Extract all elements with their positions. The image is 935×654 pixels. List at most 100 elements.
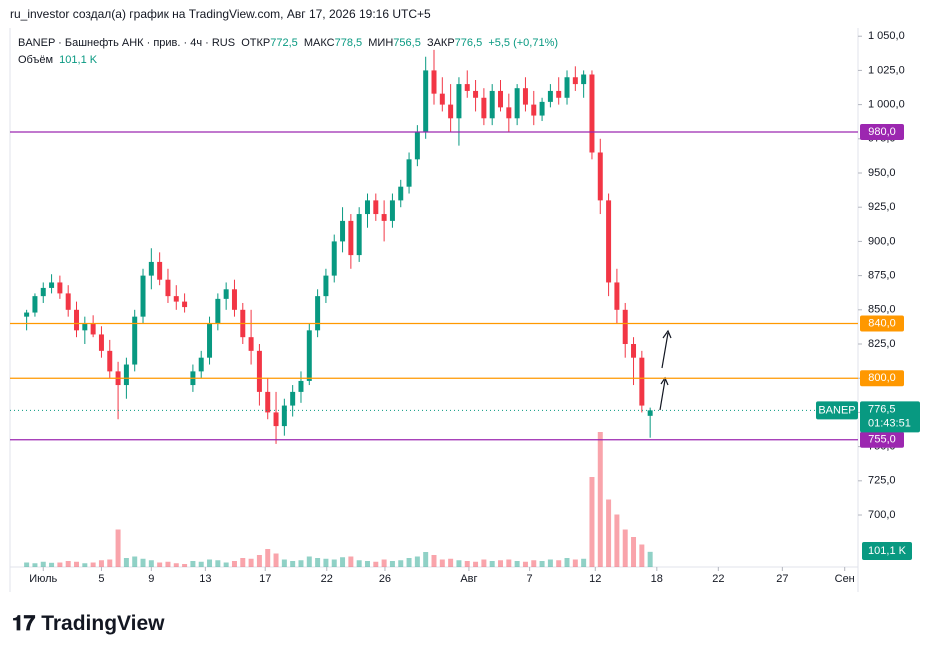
- volume-bar: [281, 559, 287, 567]
- volume-bar: [107, 559, 113, 567]
- candle-body: [323, 275, 329, 297]
- y-tick-label: 1 000,0: [868, 99, 905, 111]
- volume-bar: [215, 560, 221, 567]
- candle-body: [306, 330, 312, 381]
- candle-body: [173, 296, 179, 302]
- candle-body: [564, 77, 570, 98]
- arrow: [659, 376, 669, 411]
- chart: 1 050,01 025,01 000,0975,0950,0925,0900,…: [9, 28, 920, 592]
- candle-body: [522, 88, 528, 105]
- volume-bar: [448, 558, 454, 567]
- x-tick-label: 22: [321, 573, 333, 585]
- candle-body: [373, 200, 379, 215]
- candle-body: [473, 90, 479, 98]
- volume-bar: [157, 562, 163, 567]
- candle-body: [24, 312, 30, 317]
- price-label: 776,5: [868, 403, 896, 415]
- x-tick-label: 22: [712, 573, 724, 585]
- candle-body: [157, 261, 163, 280]
- volume-bar: [123, 558, 129, 567]
- volume-bar: [198, 561, 204, 567]
- legend-row: Объём 101,1 K: [18, 52, 558, 69]
- candle-body: [165, 279, 171, 297]
- y-tick-label: 925,0: [868, 201, 896, 213]
- level-badge: [860, 315, 904, 332]
- candle-body: [256, 350, 262, 392]
- value: 101,1 K: [59, 54, 98, 66]
- candle-body: [389, 200, 395, 221]
- candle-body: [539, 101, 545, 116]
- candle-body: [231, 289, 237, 310]
- candle-body: [614, 282, 620, 310]
- candle-body: [597, 152, 603, 201]
- volume-bar: [622, 529, 628, 567]
- volume-bar: [65, 561, 71, 567]
- volume-bar: [473, 561, 479, 567]
- candle-body: [32, 296, 38, 313]
- volume-bar: [240, 558, 246, 567]
- y-tick-label: 825,0: [868, 338, 896, 350]
- candle-body: [281, 405, 287, 427]
- candle-body: [439, 93, 445, 105]
- volume-bar: [40, 561, 46, 567]
- volume-bar: [364, 561, 370, 567]
- volume-bar: [556, 560, 562, 567]
- volume-bar: [323, 558, 329, 567]
- volume-bar: [647, 551, 653, 567]
- candle-body: [547, 90, 553, 102]
- volume-bar: [381, 559, 387, 567]
- candle-body: [198, 357, 204, 372]
- volume-bar: [74, 561, 80, 567]
- candle-body: [556, 90, 562, 98]
- volume-bar: [597, 432, 603, 567]
- candle-body: [364, 200, 370, 215]
- logo: 𝟏𝟕 TradingView: [12, 612, 165, 635]
- label: МАКС: [303, 37, 335, 49]
- candle-body: [49, 282, 55, 288]
- y-tick-label: 1 025,0: [868, 64, 905, 76]
- volume-bar: [173, 563, 179, 567]
- label: Объём: [18, 54, 54, 66]
- y-tick-label: 950,0: [868, 167, 896, 179]
- label: МИН: [368, 37, 394, 49]
- candle-body: [273, 412, 279, 427]
- x-tick-label: 27: [776, 573, 788, 585]
- volume-bar: [423, 552, 429, 567]
- volume-bar: [631, 537, 637, 567]
- x-tick-label: Июль: [29, 573, 57, 585]
- volume-bar: [639, 544, 645, 567]
- candle-body: [265, 391, 271, 413]
- volume-bar: [414, 556, 420, 567]
- volume-bar: [32, 563, 38, 567]
- candle-body: [622, 309, 628, 345]
- candle-body: [356, 214, 362, 256]
- volume-bar: [115, 529, 121, 567]
- volume-bar: [273, 553, 279, 567]
- x-tick-label: 7: [527, 573, 533, 585]
- candle-body: [331, 241, 337, 276]
- volume-bar: [90, 562, 96, 567]
- value: 778,5: [334, 37, 363, 49]
- candle-body: [148, 261, 154, 276]
- x-tick-label: 26: [379, 573, 391, 585]
- arrows: [659, 329, 672, 411]
- volume-bar: [290, 561, 296, 567]
- volume-bar: [265, 549, 271, 567]
- candle-body: [506, 107, 512, 119]
- candle-body: [98, 334, 104, 351]
- volume-bar: [572, 559, 578, 567]
- candle-body: [74, 309, 80, 331]
- candle-body: [65, 293, 71, 310]
- candle-body: [315, 296, 321, 331]
- header: ru_investor создал(а) график на TradingV…: [10, 7, 431, 21]
- candle-body: [348, 220, 354, 256]
- candle-body: [572, 77, 578, 85]
- x-tick-label: 5: [98, 573, 104, 585]
- volume-bar: [248, 558, 254, 567]
- volume-bar: [49, 562, 55, 567]
- volume-bar: [148, 560, 154, 567]
- volume-bar: [498, 560, 504, 567]
- volume-bar: [373, 561, 379, 567]
- candle-body: [57, 282, 63, 294]
- candle-body: [182, 301, 188, 308]
